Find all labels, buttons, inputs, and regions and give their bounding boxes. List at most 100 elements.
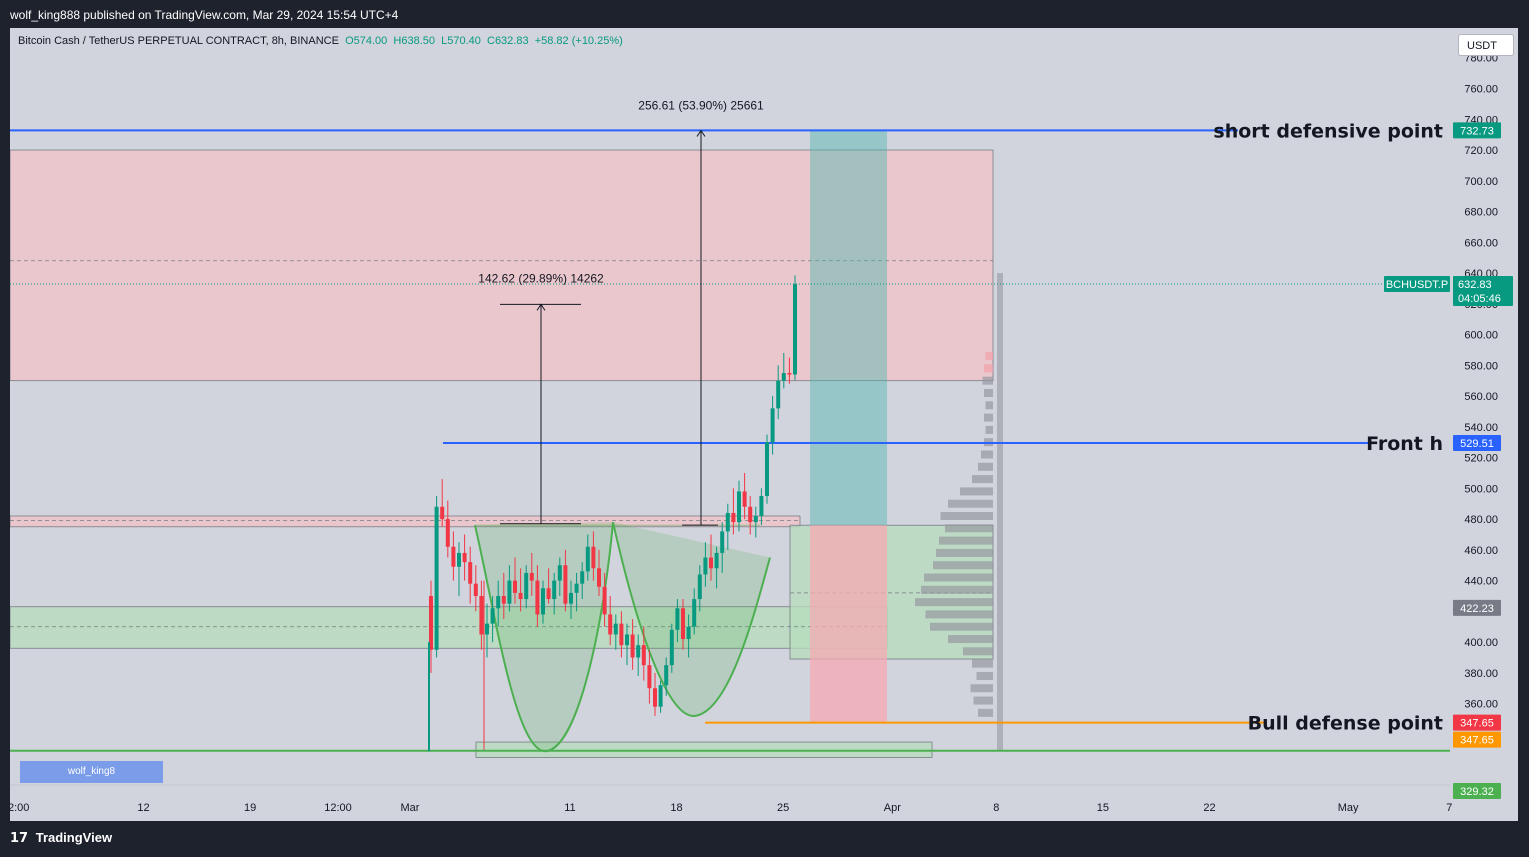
candle[interactable] xyxy=(759,496,764,517)
position-stop-zone[interactable] xyxy=(810,525,887,723)
price-tick-label: 760.00 xyxy=(1464,84,1498,96)
candle[interactable] xyxy=(473,583,478,596)
candle[interactable] xyxy=(507,580,512,604)
candle[interactable] xyxy=(636,645,641,658)
price-tick-label: 720.00 xyxy=(1464,145,1498,157)
candle[interactable] xyxy=(501,595,506,604)
symbol-name[interactable]: Bitcoin Cash / TetherUS PERPETUAL CONTRA… xyxy=(18,35,339,47)
publisher-line: wolf_king888 published on TradingView.co… xyxy=(10,8,399,22)
candle[interactable] xyxy=(518,592,523,600)
demand-zone[interactable] xyxy=(10,606,888,649)
candle[interactable] xyxy=(681,608,685,640)
candle[interactable] xyxy=(742,491,747,507)
candle[interactable] xyxy=(429,595,433,650)
candle[interactable] xyxy=(647,665,652,689)
candle[interactable] xyxy=(787,372,792,375)
arrow-up-icon xyxy=(536,303,546,311)
candle[interactable] xyxy=(658,685,663,707)
price-chart[interactable]: short defensive point Front h Bull defense… xyxy=(10,28,1518,821)
time-tick-label: Apr xyxy=(884,802,901,814)
candle[interactable] xyxy=(557,565,562,581)
candle[interactable] xyxy=(462,552,467,563)
candle[interactable] xyxy=(737,491,741,523)
candle[interactable] xyxy=(781,372,786,381)
supply-zone[interactable] xyxy=(10,149,994,382)
position-target-zone[interactable] xyxy=(810,130,887,526)
time-tick-label: 25 xyxy=(777,802,789,814)
candle[interactable] xyxy=(552,580,557,600)
volume-profile-bar xyxy=(970,684,993,693)
candle[interactable] xyxy=(580,571,585,584)
candle[interactable] xyxy=(765,442,769,497)
chart-frame[interactable]: short defensive point Front h Bull defense… xyxy=(10,28,1518,821)
volume-profile-bar xyxy=(984,364,993,373)
candle[interactable] xyxy=(664,665,669,686)
candle[interactable] xyxy=(574,583,579,593)
candle[interactable] xyxy=(669,629,674,666)
candle[interactable] xyxy=(608,614,613,635)
candle[interactable] xyxy=(793,284,797,375)
candle[interactable] xyxy=(686,626,691,640)
candle[interactable] xyxy=(725,512,730,532)
candle[interactable] xyxy=(731,512,736,523)
candle[interactable] xyxy=(714,552,719,569)
candle[interactable] xyxy=(434,506,439,650)
candle[interactable] xyxy=(641,645,646,666)
price-tick-label: 440.00 xyxy=(1464,576,1498,588)
supply-zone[interactable] xyxy=(10,515,801,528)
candle[interactable] xyxy=(602,586,607,615)
candle[interactable] xyxy=(529,572,534,581)
candle[interactable] xyxy=(541,588,545,615)
candle[interactable] xyxy=(770,408,775,443)
time-tick-label: 7 xyxy=(1446,802,1452,814)
candle[interactable] xyxy=(546,588,551,600)
candle[interactable] xyxy=(697,574,702,600)
volume-profile-bar xyxy=(982,376,993,385)
candle[interactable] xyxy=(479,595,484,635)
candle[interactable] xyxy=(485,623,489,635)
currency-selector[interactable]: USDT xyxy=(1458,34,1514,56)
price-label-tag xyxy=(1453,599,1501,616)
footer-brand[interactable]: 17 TradingView xyxy=(10,830,112,846)
candle[interactable] xyxy=(524,572,529,600)
last-price-tag xyxy=(1453,276,1513,307)
candle[interactable] xyxy=(597,568,601,587)
price-tick-label: 660.00 xyxy=(1464,237,1498,249)
candle[interactable] xyxy=(703,557,708,575)
candle[interactable] xyxy=(468,562,473,584)
candle[interactable] xyxy=(630,634,635,658)
candle[interactable] xyxy=(445,519,450,547)
candle[interactable] xyxy=(535,580,540,615)
candle[interactable] xyxy=(619,623,624,646)
volume-profile-bar xyxy=(915,598,993,607)
candle[interactable] xyxy=(490,608,495,624)
candle[interactable] xyxy=(613,623,618,635)
candle[interactable] xyxy=(451,546,456,567)
candle[interactable] xyxy=(753,516,758,523)
candle[interactable] xyxy=(776,380,781,409)
candle[interactable] xyxy=(513,580,517,593)
candle[interactable] xyxy=(563,565,568,604)
symbol-legend: Bitcoin Cash / TetherUS PERPETUAL CONTRA… xyxy=(18,35,623,47)
candle[interactable] xyxy=(457,552,461,567)
candle[interactable] xyxy=(720,531,725,553)
candle[interactable] xyxy=(692,599,697,627)
candle[interactable] xyxy=(591,546,596,569)
volume-profile-bar xyxy=(945,524,993,533)
candle[interactable] xyxy=(496,595,501,609)
close-value: C632.83 xyxy=(487,35,529,47)
candle[interactable] xyxy=(585,546,590,572)
candle[interactable] xyxy=(709,557,713,569)
time-axis[interactable] xyxy=(10,785,1450,821)
symbol-tag[interactable] xyxy=(1384,276,1450,293)
handle-curve[interactable] xyxy=(612,521,771,717)
candle[interactable] xyxy=(625,634,629,646)
candle[interactable] xyxy=(748,506,753,523)
candle[interactable] xyxy=(440,506,445,520)
candle[interactable] xyxy=(653,688,657,707)
price-axis[interactable] xyxy=(1450,28,1518,821)
candle[interactable] xyxy=(675,608,680,630)
user-badge[interactable]: wolf_king8 xyxy=(20,761,163,783)
candle[interactable] xyxy=(569,592,573,604)
demand-zone[interactable] xyxy=(475,741,933,758)
